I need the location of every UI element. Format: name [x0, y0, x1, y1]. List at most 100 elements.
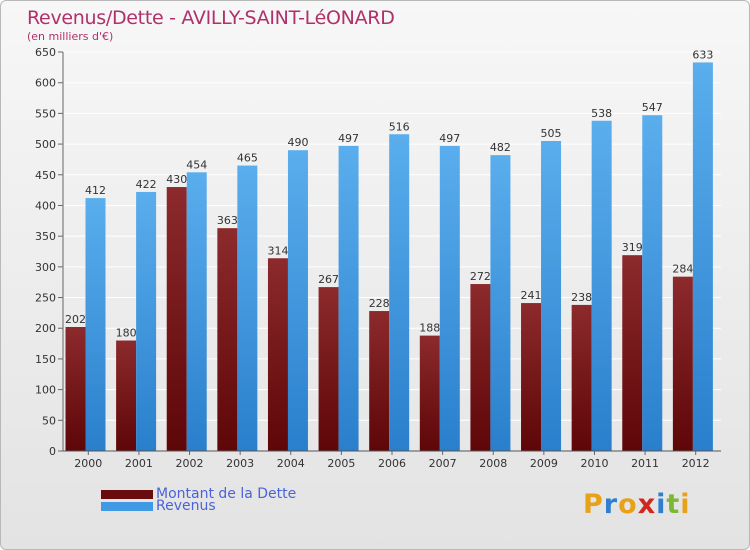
- x-tick-label: 2009: [530, 457, 558, 470]
- debt-bar: [318, 287, 339, 451]
- revenue-value-label: 497: [338, 132, 359, 145]
- debt-bar: [267, 258, 288, 451]
- y-tick-label: 300: [35, 261, 56, 274]
- debt-bar: [166, 187, 187, 452]
- debt-bar: [217, 228, 238, 451]
- proxiti-logo: Proxiti: [583, 489, 691, 520]
- legend-item-debt: Montant de la Dette: [101, 486, 296, 502]
- x-tick-label: 2012: [682, 457, 710, 470]
- debt-value-label: 180: [116, 327, 137, 340]
- x-tick-label: 2005: [327, 457, 355, 470]
- debt-value-label: 363: [217, 214, 238, 227]
- x-tick-label: 2003: [226, 457, 254, 470]
- x-tick-label: 2011: [631, 457, 659, 470]
- revenue-value-label: 547: [642, 101, 663, 114]
- y-tick-label: 350: [35, 230, 56, 243]
- revenue-bar: [439, 145, 460, 451]
- debt-value-label: 238: [571, 291, 592, 304]
- logo-letter: P: [583, 489, 604, 520]
- x-tick-label: 2002: [176, 457, 204, 470]
- debt-bar: [65, 327, 86, 451]
- revenue-bar: [287, 150, 308, 451]
- x-tick-label: 2001: [125, 457, 153, 470]
- revenue-bar: [490, 155, 511, 451]
- x-tick-label: 2007: [429, 457, 457, 470]
- y-tick-label: 500: [35, 138, 56, 151]
- debt-value-label: 188: [419, 322, 440, 335]
- revenue-value-label: 454: [186, 158, 207, 171]
- revenue-value-label: 465: [237, 152, 258, 165]
- revenue-bar: [591, 120, 612, 452]
- debt-bar: [470, 284, 491, 451]
- y-tick-label: 50: [42, 414, 56, 427]
- revenue-bar: [136, 191, 157, 452]
- y-tick-label: 0: [49, 445, 56, 458]
- debt-bar: [672, 276, 693, 451]
- debt-value-label: 267: [318, 273, 339, 286]
- revenue-bar: [338, 145, 359, 451]
- x-tick-label: 2004: [277, 457, 305, 470]
- legend-swatch-revenue: [101, 501, 153, 511]
- debt-value-label: 430: [166, 173, 187, 186]
- revenue-value-label: 497: [439, 132, 460, 145]
- chart-subtitle: (en milliers d'€): [27, 30, 114, 43]
- y-axis-ticks: 0 50 100 150 200 250 300 350 400 450 500 550 600 650: [35, 46, 56, 458]
- bars: [65, 62, 713, 452]
- debt-value-label: 319: [622, 241, 643, 254]
- revenue-bar: [85, 198, 106, 451]
- logo-letter: i: [680, 489, 691, 520]
- chart-title: Revenus/Dette - AVILLY-SAINT-LéONARD: [27, 7, 395, 29]
- debt-value-label: 241: [521, 289, 542, 302]
- legend-swatch-debt: [101, 489, 153, 499]
- revenue-value-label: 422: [136, 178, 157, 191]
- y-tick-label: 400: [35, 199, 56, 212]
- x-axis-ticks: 2000 2001 2002 2003 2004 2005 2006 2007 2008 2009…: [74, 451, 710, 470]
- y-tick-label: 250: [35, 292, 56, 305]
- revenue-value-label: 516: [389, 120, 410, 133]
- debt-value-label: 284: [672, 263, 693, 276]
- x-tick-label: 2008: [479, 457, 507, 470]
- revenue-bar: [642, 115, 663, 452]
- data-labels: 202 412 180 422 430 454 363 465 314 490 267 497 228 5…: [65, 48, 713, 339]
- revenue-value-label: 482: [490, 141, 511, 154]
- y-tick-label: 150: [35, 353, 56, 366]
- x-tick-label: 2000: [74, 457, 102, 470]
- debt-value-label: 314: [267, 244, 288, 257]
- revenue-bar: [186, 172, 207, 451]
- debt-bar: [521, 303, 542, 451]
- logo-letter: i: [656, 489, 667, 520]
- revenue-value-label: 412: [85, 184, 106, 197]
- y-tick-label: 600: [35, 77, 56, 90]
- revenue-bar: [389, 134, 410, 452]
- revenue-bar: [237, 165, 258, 452]
- y-tick-label: 550: [35, 107, 56, 120]
- revenue-value-label: 633: [692, 48, 713, 61]
- logo-letter: r: [603, 489, 619, 520]
- revenue-value-label: 538: [591, 107, 612, 120]
- logo-letter: o: [618, 489, 638, 520]
- revenue-value-label: 505: [541, 127, 562, 140]
- debt-bar: [419, 335, 440, 451]
- revenue-bar: [541, 141, 562, 451]
- legend-item-revenue: Revenus: [101, 498, 296, 514]
- debt-bar: [369, 311, 390, 451]
- y-tick-label: 450: [35, 169, 56, 182]
- logo-letter: x: [637, 489, 657, 520]
- revenue-bar: [692, 62, 713, 451]
- debt-bar: [571, 304, 592, 451]
- debt-bar: [622, 255, 643, 451]
- y-tick-label: 100: [35, 384, 56, 397]
- debt-value-label: 202: [65, 313, 86, 326]
- y-tick-label: 200: [35, 322, 56, 335]
- legend-label-revenue: Revenus: [156, 498, 216, 514]
- debt-bar: [116, 340, 137, 451]
- legend-label-debt: Montant de la Dette: [156, 486, 297, 502]
- revenue-value-label: 490: [287, 136, 308, 149]
- debt-value-label: 272: [470, 270, 491, 283]
- x-tick-label: 2006: [378, 457, 406, 470]
- x-tick-label: 2010: [580, 457, 608, 470]
- legend: Montant de la Dette Revenus: [101, 486, 296, 514]
- debt-value-label: 228: [369, 297, 390, 310]
